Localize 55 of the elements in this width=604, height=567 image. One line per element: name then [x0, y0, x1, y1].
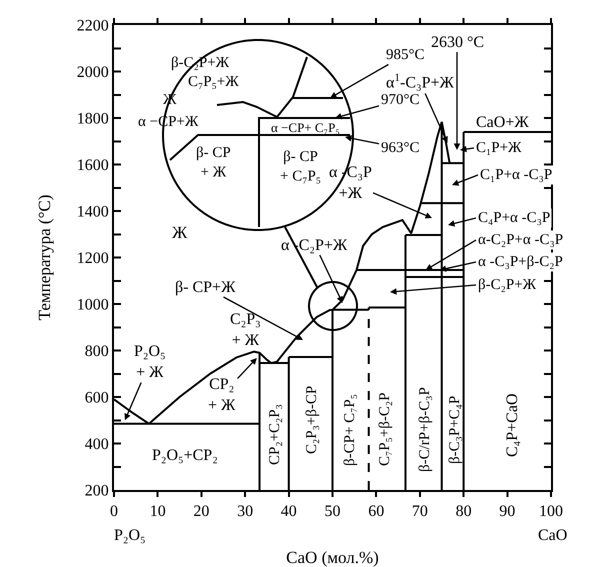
x-tick-label: 30: [237, 503, 254, 520]
annotation: β- CP+Ж: [175, 279, 236, 296]
y-tick-label: 1800: [76, 110, 109, 128]
annotation: β-C/rP+β-C₃P: [417, 387, 433, 472]
annotation: 2630 °C: [431, 34, 484, 51]
annotation: C₁P+α -C₃P: [480, 167, 552, 183]
annotation: P₂O₅+CP₂: [152, 447, 218, 464]
text: P₂O₅: [114, 527, 146, 544]
annotation: 970°C: [381, 92, 420, 108]
annotation: C₂P₃ + Ж: [230, 311, 261, 349]
x-tick-label: 80: [456, 503, 472, 520]
annotation: α -C₃P+β-C₂P: [478, 254, 563, 270]
annotation: 985°C: [386, 47, 425, 63]
x-tick-label: 100: [539, 503, 563, 520]
annotation: β-CP+ C₇P₅: [342, 394, 358, 466]
annotation: P₂O₅ + Ж: [134, 343, 166, 381]
x-tick-label: 60: [368, 503, 384, 520]
x-axis-title: CaO (мол.%): [286, 548, 379, 567]
y-axis-title: Температура (°C): [34, 194, 54, 320]
x-tick-label: 90: [499, 503, 516, 520]
y-tick-label: 200: [84, 482, 109, 500]
x-tick-label: 40: [280, 503, 297, 520]
annotation: β-C₂P+Ж: [478, 277, 537, 293]
annotation: β- CP + Ж: [196, 145, 231, 180]
x-tick-label: 50: [324, 503, 340, 520]
annotation: α$^{1}$-C₃P+Ж: [386, 72, 454, 92]
y-tick-label: 800: [84, 343, 109, 360]
annotation: 963°C: [381, 140, 420, 156]
x-tick-label: 20: [193, 503, 210, 520]
annotation: Ж: [172, 223, 188, 242]
text: CaO: [538, 527, 568, 544]
annotation: CP₂+C₂P₃: [267, 404, 283, 465]
annotation: α-C₂P+α -C₃P: [478, 232, 564, 248]
annotation: β-C₃P+C₄P: [447, 396, 463, 464]
y-tick-label: 1600: [76, 157, 109, 174]
annotation: C₄P+α -C₃P: [478, 210, 550, 226]
annotation: CP₂ + Ж: [208, 376, 236, 414]
annotation: C₇P₅+β-C₂P: [377, 392, 393, 466]
annotation: β- CP + C₇P₅: [280, 149, 322, 184]
x-tick-label: 10: [150, 503, 166, 520]
y-tick-label: 2200: [76, 18, 109, 35]
y-tick-label: 1200: [76, 250, 109, 268]
annotation: CaO+Ж: [476, 114, 530, 131]
annotation: C₁P+Ж: [476, 140, 522, 156]
annotation: α −CP+ C₇P₅: [271, 120, 340, 135]
x-tick-label: 70: [412, 503, 428, 520]
annotation: C₄P+CaO: [504, 394, 521, 457]
y-tick-label: 1400: [76, 204, 109, 221]
y-tick-label: 600: [84, 390, 109, 407]
annotation: C₇P₅+Ж: [188, 74, 240, 90]
y-tick-label: 2000: [76, 64, 109, 82]
annotation: C₂P₃+β-CP: [304, 386, 320, 454]
y-tick-label: 1000: [76, 296, 109, 314]
y-tick-label: 400: [84, 436, 109, 454]
x-tick-label: 0: [110, 503, 118, 520]
